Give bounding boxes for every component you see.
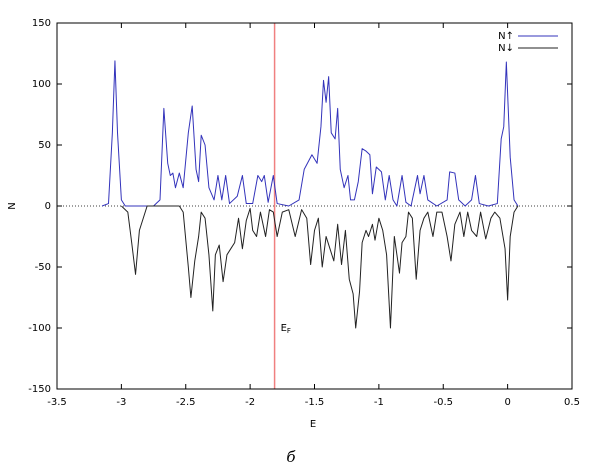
annotation: EF (281, 323, 291, 335)
annotation-sub: F (287, 327, 291, 335)
x-tick-label: 0 (504, 397, 510, 408)
y-tick-label: 100 (32, 79, 51, 90)
y-tick-label: 150 (32, 18, 51, 29)
x-tick-label: -1.5 (305, 397, 325, 408)
y-tick-label: -100 (28, 323, 51, 334)
y-tick-label: 0 (45, 201, 51, 212)
x-tick-label: -3.5 (47, 397, 67, 408)
annotation-text: E (281, 323, 287, 334)
x-tick-label: -2.5 (176, 397, 196, 408)
x-axis-label: E (310, 419, 316, 430)
y-tick-label: -150 (28, 384, 51, 395)
x-tick-label: -0.5 (433, 397, 453, 408)
series-line (121, 205, 519, 329)
legend-label: N↑ (498, 31, 514, 42)
x-tick-label: -2 (245, 397, 255, 408)
y-tick-label: -50 (35, 262, 51, 273)
y-axis-label: N (7, 202, 18, 209)
x-tick-label: -3 (116, 397, 126, 408)
x-tick-label: 0.5 (564, 397, 580, 408)
legend-label: N↓ (498, 43, 514, 54)
series-line (101, 60, 519, 207)
plot-frame (56, 22, 573, 390)
x-tick-label: -1 (374, 397, 384, 408)
y-tick-label: 50 (38, 140, 51, 151)
caption: б (286, 448, 296, 466)
